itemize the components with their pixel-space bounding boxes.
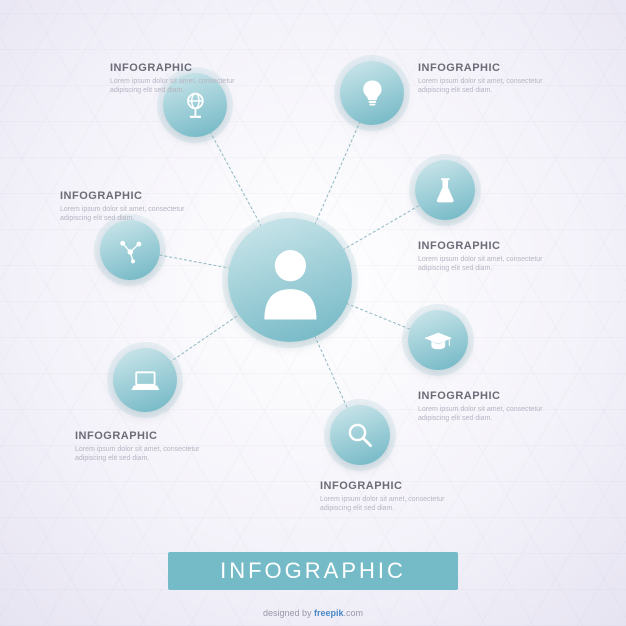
label-title: INFOGRAPHIC: [418, 62, 568, 74]
credit-suffix: .com: [344, 608, 364, 618]
label-laptop: INFOGRAPHIC Lorem ipsum dolor sit amet, c…: [75, 430, 225, 464]
label-body: Lorem ipsum dolor sit amet, consectetur …: [110, 77, 260, 96]
label-globe: INFOGRAPHIC Lorem ipsum dolor sit amet, c…: [110, 62, 260, 96]
gradcap-icon: [421, 323, 456, 358]
label-body: Lorem ipsum dolor sit amet, consectetur …: [418, 405, 568, 424]
label-search: INFOGRAPHIC Lorem ipsum dolor sit amet, c…: [320, 480, 470, 514]
node-laptop: [113, 348, 177, 412]
node-flask: [415, 160, 475, 220]
molecule-icon: [113, 233, 148, 268]
label-body: Lorem ipsum dolor sit amet, consectetur …: [75, 445, 225, 464]
laptop-icon: [127, 362, 164, 399]
bulb-icon: [354, 75, 391, 112]
label-body: Lorem ipsum dolor sit amet, consectetur …: [418, 255, 568, 274]
label-title: INFOGRAPHIC: [60, 190, 210, 202]
node-grad: [408, 310, 468, 370]
label-title: INFOGRAPHIC: [418, 240, 568, 252]
footer-title: INFOGRAPHIC: [220, 558, 406, 584]
label-title: INFOGRAPHIC: [75, 430, 225, 442]
center-node: [228, 218, 352, 342]
footer-bar: INFOGRAPHIC: [168, 552, 458, 590]
diagram-canvas: INFOGRAPHIC Lorem ipsum dolor sit amet, c…: [0, 0, 626, 626]
flask-icon: [428, 173, 463, 208]
label-bulb: INFOGRAPHIC Lorem ipsum dolor sit amet, c…: [418, 62, 568, 96]
magnifier-icon: [343, 418, 378, 453]
credit-brand: freepik: [314, 608, 344, 618]
person-icon: [247, 237, 334, 324]
node-search: [330, 405, 390, 465]
label-body: Lorem ipsum dolor sit amet, consectetur …: [60, 205, 210, 224]
label-title: INFOGRAPHIC: [418, 390, 568, 402]
node-bulb: [340, 61, 404, 125]
label-body: Lorem ipsum dolor sit amet, consectetur …: [418, 77, 568, 96]
label-body: Lorem ipsum dolor sit amet, consectetur …: [320, 495, 470, 514]
credit-line: designed by freepik.com: [0, 608, 626, 618]
label-title: INFOGRAPHIC: [110, 62, 260, 74]
node-network: [100, 220, 160, 280]
label-flask: INFOGRAPHIC Lorem ipsum dolor sit amet, c…: [418, 240, 568, 274]
label-network: INFOGRAPHIC Lorem ipsum dolor sit amet, c…: [60, 190, 210, 224]
credit-prefix: designed by: [263, 608, 314, 618]
label-grad: INFOGRAPHIC Lorem ipsum dolor sit amet, c…: [418, 390, 568, 424]
label-title: INFOGRAPHIC: [320, 480, 470, 492]
